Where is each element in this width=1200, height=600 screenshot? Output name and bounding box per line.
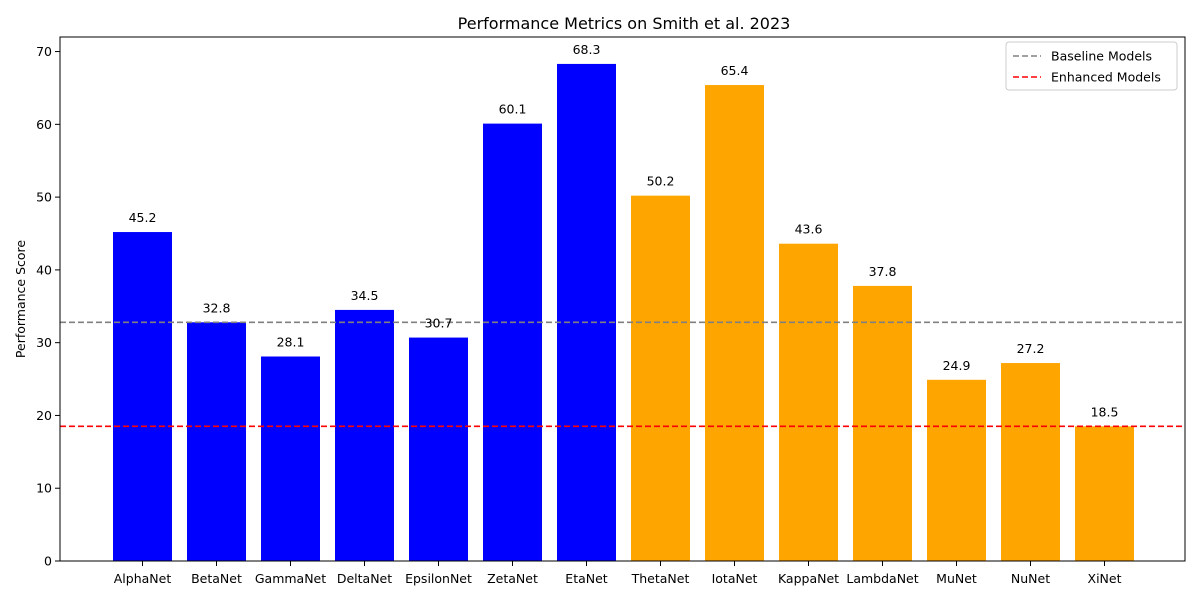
x-tick-label: KappaNet bbox=[778, 571, 839, 586]
bar-alphanet bbox=[113, 232, 172, 562]
chart-title: Performance Metrics on Smith et al. 2023 bbox=[458, 14, 791, 33]
y-tick-label: 30 bbox=[36, 335, 52, 350]
x-tick-label: ZetaNet bbox=[487, 571, 538, 586]
bar-munet bbox=[927, 379, 986, 561]
data-label-thetanet: 50.2 bbox=[647, 174, 675, 189]
y-tick-label: 70 bbox=[36, 44, 52, 59]
bar-kappanet bbox=[779, 243, 838, 561]
plot-area: 45.2 32.8 28.1 34.5 30.7 60.1 68.3 50.2 65.4 43.6… bbox=[36, 36, 1186, 586]
y-tick-label: 60 bbox=[36, 117, 52, 132]
data-label-alphanet: 45.2 bbox=[129, 210, 157, 225]
data-label-etanet: 68.3 bbox=[573, 42, 601, 57]
y-tick-label: 40 bbox=[36, 262, 52, 277]
bar-lambdanet bbox=[853, 285, 912, 561]
data-label-epsilonnet: 30.7 bbox=[425, 316, 453, 331]
x-tick-label: XiNet bbox=[1088, 571, 1122, 586]
data-label-nunet: 27.2 bbox=[1017, 341, 1045, 356]
bar-betanet bbox=[187, 322, 246, 561]
x-tick-label: GammaNet bbox=[255, 571, 326, 586]
data-label-lambdanet: 37.8 bbox=[869, 264, 897, 279]
x-tick-label: IotaNet bbox=[712, 571, 758, 586]
legend-box bbox=[1005, 41, 1178, 91]
x-tick-label: DeltaNet bbox=[337, 571, 392, 586]
x-tick-label: LambdaNet bbox=[846, 571, 918, 586]
bar-etanet bbox=[557, 63, 616, 562]
y-tick-label: 50 bbox=[36, 190, 52, 205]
data-label-xinet: 18.5 bbox=[1091, 404, 1119, 419]
x-tick-label: ThetaNet bbox=[631, 571, 690, 586]
y-tick-label: 20 bbox=[36, 408, 52, 423]
data-label-deltanet: 34.5 bbox=[351, 288, 379, 303]
y-axis-label: Performance Score bbox=[13, 240, 28, 359]
bar-thetanet bbox=[631, 195, 690, 561]
bar-zetanet bbox=[483, 123, 542, 561]
x-tick-label: BetaNet bbox=[191, 571, 242, 586]
axes-frame bbox=[59, 36, 1186, 562]
bar-gammanet bbox=[261, 356, 320, 561]
legend-entry: Enhanced Models bbox=[1051, 70, 1161, 85]
y-tick-label: 0 bbox=[44, 554, 52, 569]
x-tick-label: MuNet bbox=[936, 571, 977, 586]
x-tick-label: EpsilonNet bbox=[405, 571, 472, 586]
bar-epsilonnet bbox=[409, 337, 468, 561]
y-tick-label: 10 bbox=[36, 481, 52, 496]
data-label-kappanet: 43.6 bbox=[795, 222, 823, 237]
legend-entry: Baseline Models bbox=[1051, 49, 1152, 64]
data-label-betanet: 32.8 bbox=[203, 300, 231, 315]
bar-nunet bbox=[1001, 363, 1060, 561]
data-label-iotanet: 65.4 bbox=[721, 63, 749, 78]
bar-deltanet bbox=[335, 309, 394, 561]
bar-xinet bbox=[1075, 426, 1134, 561]
data-label-zetanet: 60.1 bbox=[499, 102, 527, 117]
x-tick-label: EtaNet bbox=[565, 571, 608, 586]
x-tick-label: AlphaNet bbox=[114, 571, 172, 586]
data-label-munet: 24.9 bbox=[943, 358, 971, 373]
data-label-gammanet: 28.1 bbox=[277, 334, 305, 349]
legend: Baseline Models Enhanced Models bbox=[1005, 41, 1178, 91]
x-tick-label: NuNet bbox=[1011, 571, 1050, 586]
